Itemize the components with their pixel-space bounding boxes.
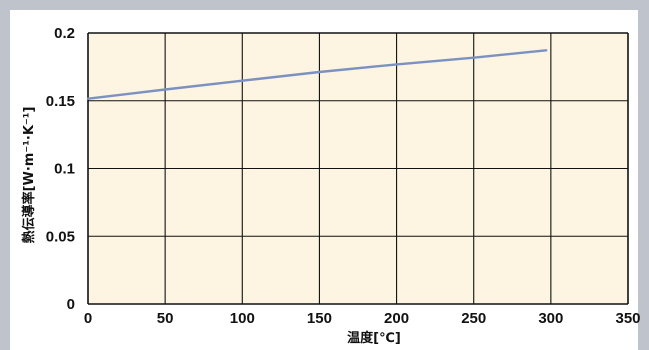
x-tick-labels: 0 50 100 150 200 250 300 350: [84, 310, 641, 327]
y-axis-label: 熱伝導率[W·m⁻¹·K⁻¹]: [21, 107, 37, 244]
series-line: [86, 49, 548, 100]
x-tick-label: 150: [307, 310, 332, 327]
x-tick-label: 300: [538, 310, 563, 327]
series-group: [86, 49, 548, 100]
x-tick-label: 50: [157, 310, 174, 327]
y-tick-label: 0.1: [54, 161, 75, 178]
x-tick-label: 100: [230, 310, 255, 327]
x-axis-label: 温度[℃]: [347, 330, 401, 346]
y-tick-label: 0: [67, 296, 75, 313]
x-tick-label: 250: [461, 310, 486, 327]
x-tick-label: 0: [84, 310, 92, 327]
y-tick-labels: 0 0.05 0.1 0.15 0.2: [46, 25, 75, 313]
x-tick-label: 200: [384, 310, 409, 327]
y-tick-label: 0.05: [46, 228, 75, 245]
grid-lines: [87, 32, 629, 305]
x-tick-label: 350: [615, 310, 640, 327]
y-tick-label: 0.15: [46, 93, 75, 110]
y-tick-label: 0.2: [54, 25, 75, 42]
